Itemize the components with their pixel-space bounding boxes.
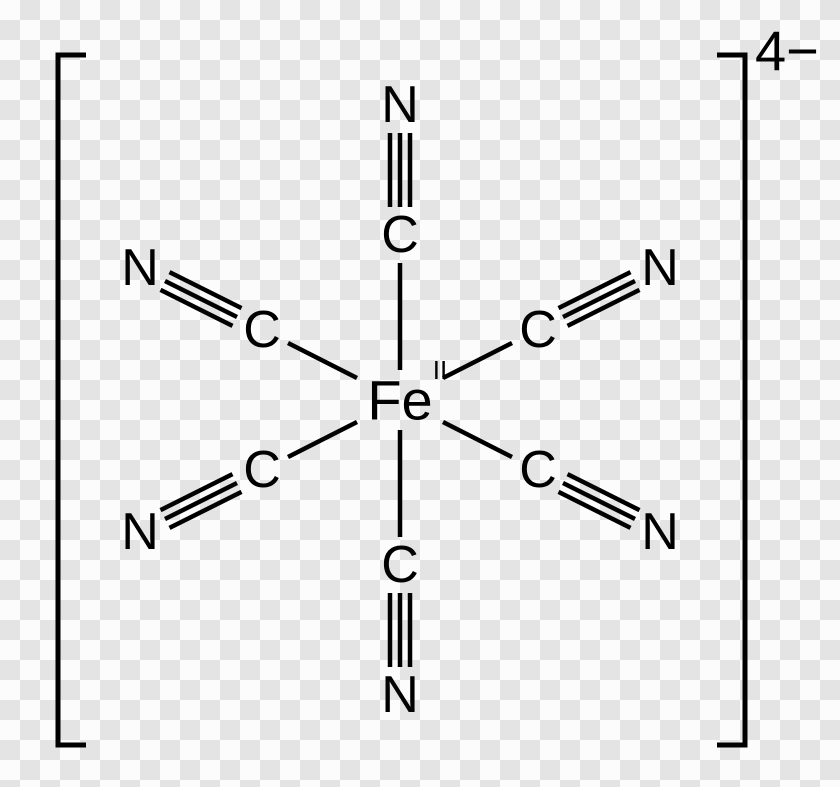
fe-c-bond-lower-right bbox=[443, 422, 512, 457]
nitrogen-atom-upper-right: N bbox=[641, 239, 679, 297]
carbon-atom-bottom: C bbox=[381, 536, 419, 594]
carbon-atom-upper-left: C bbox=[243, 301, 281, 359]
carbon-atom-lower-right: C bbox=[519, 441, 557, 499]
right-bracket bbox=[717, 55, 745, 745]
labels-group: II 4− bbox=[433, 19, 819, 385]
fe-c-bond-upper-left bbox=[288, 343, 357, 378]
nitrogen-atom-lower-right: N bbox=[641, 503, 679, 561]
fe-c-bond-upper-right bbox=[443, 343, 512, 378]
nitrogen-atom-upper-left: N bbox=[121, 239, 159, 297]
nitrogen-atom-top: N bbox=[381, 76, 419, 134]
nitrogen-atom-lower-left: N bbox=[121, 503, 159, 561]
fe-c-bond-lower-left bbox=[288, 422, 357, 457]
carbon-atom-upper-right: C bbox=[519, 301, 557, 359]
oxidation-state-label: II bbox=[433, 355, 447, 385]
left-bracket bbox=[58, 55, 86, 745]
nitrogen-atom-bottom: N bbox=[381, 666, 419, 724]
carbon-atom-top: C bbox=[381, 206, 419, 264]
molecule-diagram: Fe C N C N C N C N C N C N II 4− bbox=[0, 0, 840, 787]
carbon-atom-lower-left: C bbox=[243, 441, 281, 499]
center-atom: Fe bbox=[367, 369, 432, 432]
charge-label: 4− bbox=[755, 19, 819, 82]
